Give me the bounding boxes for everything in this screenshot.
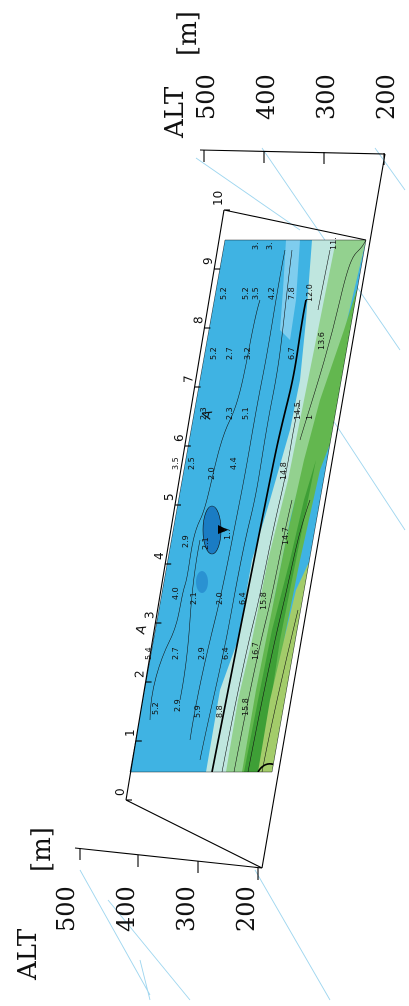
contour-value-label: 2.1	[201, 537, 210, 550]
contour-value-label: 3.	[251, 242, 260, 250]
contour-value-label: 5.1	[241, 407, 250, 420]
left-alt-tick-400: 400	[112, 886, 140, 932]
distance-tick-label: 1	[123, 729, 137, 737]
left-alt-unit: [m]	[27, 827, 57, 872]
left-alt-tick-500: 500	[52, 886, 80, 932]
distance-tick-label: 7	[182, 375, 196, 383]
layer-light-water	[280, 240, 300, 340]
distance-tick-label: 2	[133, 670, 147, 678]
right-alt-unit: [m]	[173, 11, 203, 56]
contour-value-label: 12.0	[305, 284, 314, 302]
contour-value-label: 13.6	[317, 332, 326, 350]
right-alt-tick-500: 500	[192, 74, 220, 120]
contour-value-label: 6.7	[287, 347, 296, 360]
right-alt-title-text: ALT	[160, 86, 190, 139]
top-edge	[223, 209, 367, 241]
contour-value-label: 2.9	[181, 535, 190, 548]
distance-tick-label: 9	[201, 257, 215, 265]
contour-value-label: 11.	[329, 237, 338, 250]
left-alt-unit-text: [m]	[27, 827, 57, 872]
section-marker-triangle	[218, 525, 228, 534]
resistivity-section	[129, 239, 367, 773]
contour-value-label: 14.7	[281, 527, 290, 545]
contour-value-label: 15.8	[259, 592, 268, 610]
contour-value-label: 5.2	[241, 287, 250, 300]
contour-value-label: 14.5	[293, 402, 302, 420]
right-alt-tick-200: 200	[372, 74, 400, 120]
contour-value-label: 3.5	[171, 457, 180, 470]
right-alt-tick-300: 300	[312, 74, 340, 120]
contour-value-label: 2.3	[199, 407, 208, 420]
left-alt-title: ALT	[13, 928, 43, 981]
contour-value-label: 2.9	[197, 647, 206, 660]
contour-value-label: 6.4	[238, 592, 247, 605]
contour-value-label: 4.2	[267, 287, 276, 300]
layer-green-dark	[244, 460, 316, 772]
contour-value-label: 3.5	[251, 287, 260, 300]
distance-tick-label: 5	[162, 493, 176, 501]
contour-value-label: 2.7	[225, 347, 234, 360]
distance-tick-label: 3	[142, 611, 156, 619]
contour-value-label: 1.7	[223, 527, 232, 540]
low-resistivity-spot	[196, 571, 208, 593]
right-alt-axis	[199, 149, 386, 155]
contour-value-label: 15.8	[241, 698, 250, 716]
section-letter-left: A	[133, 623, 150, 636]
contour-value-label: 5.2	[219, 287, 228, 300]
front-edge	[261, 153, 386, 869]
back-edge	[125, 799, 263, 869]
contour-value-labels: 5.25.42.92.75.92.98.86.415.816.74.0 2.1 2.…	[144, 237, 338, 718]
contour-value-label: 2.1	[189, 592, 198, 605]
right-alt-ticks	[203, 150, 385, 165]
distance-tick-labels: 0 1 2 3 4 5 6 7 8 9 10	[113, 191, 230, 801]
contour-value-label: 5.2	[151, 702, 160, 715]
contour-value-label: 2.5	[187, 457, 196, 470]
contour-value-label: 3.2	[243, 347, 252, 360]
contour-value-label: 2.7	[171, 647, 180, 660]
section-letter-right: A	[199, 408, 216, 421]
left-alt-title-text: ALT	[13, 928, 43, 981]
contour-value-label: 3.	[265, 242, 274, 250]
left-alt-ticks	[79, 848, 259, 880]
contour-value-label: 4.4	[229, 457, 238, 470]
left-alt-tick-300: 300	[172, 886, 200, 932]
contour-value-label: 2.3	[225, 407, 234, 420]
contour-value-label: 4.0	[171, 587, 180, 600]
left-alt-tick-labels: 500 400 300 200	[52, 886, 260, 932]
contour-value-label: 6.4	[221, 647, 230, 660]
distance-tick-label: 8	[191, 316, 205, 324]
right-alt-title: ALT	[160, 86, 190, 139]
contour-value-label: 5.2	[209, 347, 218, 360]
contour-value-label: 5.4	[144, 647, 153, 660]
distance-tick-label: 4	[152, 552, 166, 560]
right-alt-unit-text: [m]	[173, 11, 203, 56]
left-alt-tick-200: 200	[232, 886, 260, 932]
contour-value-label: 2.0	[215, 592, 224, 605]
left-alt-axis	[74, 847, 263, 869]
contour-value-label: 1	[305, 415, 314, 420]
right-alt-tick-400: 400	[252, 74, 280, 120]
layer-transition	[206, 240, 340, 772]
contour-value-label: 5.9	[193, 705, 202, 718]
contour-value-label: 8.8	[215, 705, 224, 718]
contour-value-label: 7.8	[287, 287, 296, 300]
contour-value-label: 16.7	[251, 642, 260, 660]
distance-tick-label: 6	[172, 434, 186, 442]
distance-tick-label: 0	[113, 788, 127, 796]
right-alt-tick-labels: 500 400 300 200	[192, 74, 400, 120]
distance-tick-label: 10	[211, 191, 225, 206]
contour-value-label: 2.0	[207, 467, 216, 480]
contour-value-label: 14.8	[279, 462, 288, 480]
contour-value-label: 2.9	[173, 699, 182, 712]
